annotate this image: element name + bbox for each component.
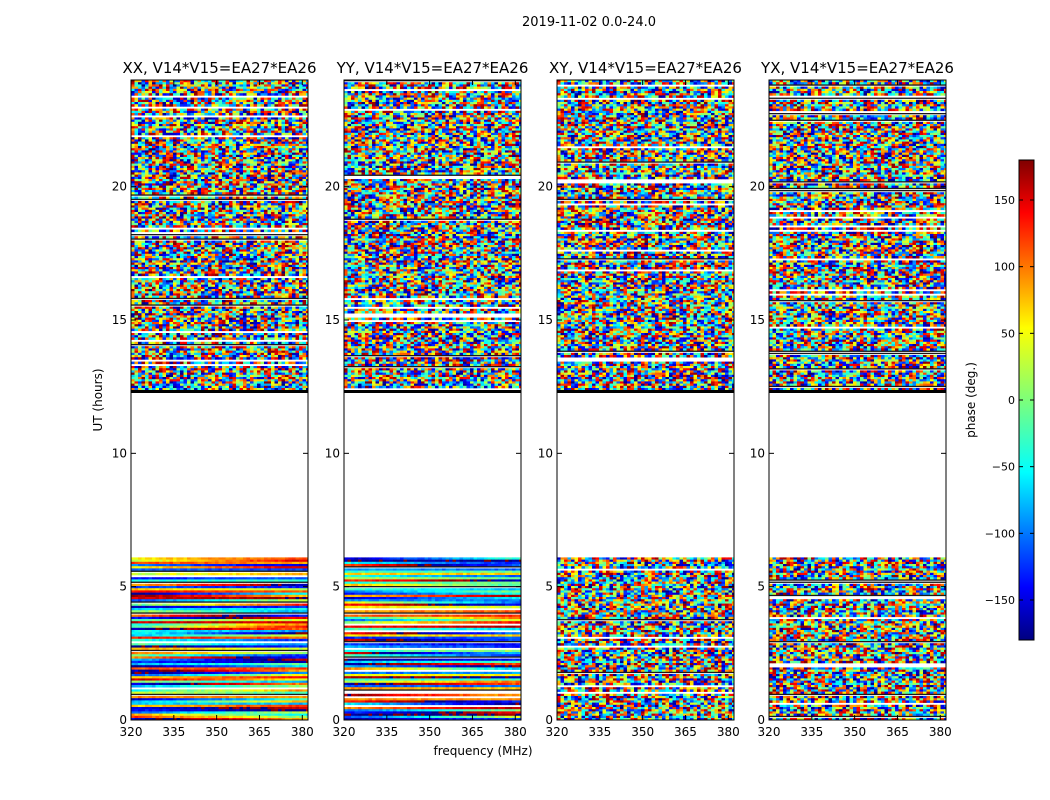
x-tick-label: 380	[929, 725, 952, 739]
x-tick-label: 350	[843, 725, 866, 739]
colorbar-tick-label: 0	[1008, 394, 1015, 407]
x-tick-label: 320	[120, 725, 143, 739]
x-tick-label: 320	[758, 725, 781, 739]
y-tick-label: 15	[750, 313, 765, 327]
colorbar-tick-label: 50	[1001, 327, 1015, 340]
phase-heatmap	[344, 80, 521, 720]
y-tick-label: 20	[112, 180, 127, 194]
phase-heatmap	[769, 80, 946, 720]
colorbar-tick-label: −50	[992, 461, 1015, 474]
x-tick-label: 380	[291, 725, 314, 739]
x-tick-label: 335	[800, 725, 823, 739]
y-tick-label: 20	[750, 180, 765, 194]
phase-heatmap	[557, 80, 734, 720]
x-tick-label: 365	[248, 725, 271, 739]
panel-title: YY, V14*V15=EA27*EA26	[336, 59, 529, 77]
y-tick-label: 15	[538, 313, 553, 327]
colorbar-tick-label: −150	[985, 594, 1015, 607]
x-tick-label: 320	[333, 725, 356, 739]
panel-title: XY, V14*V15=EA27*EA26	[549, 59, 742, 77]
panel-yy: YY, V14*V15=EA27*EA26 320 335 350 365 380 0 5 10…	[325, 59, 529, 739]
y-tick-label: 0	[757, 713, 765, 727]
x-axis-label: frequency (MHz)	[433, 744, 532, 758]
plot-frame	[343, 79, 522, 721]
y-tick-label: 10	[325, 446, 340, 460]
x-tick-label: 335	[162, 725, 185, 739]
y-tick-label: 5	[332, 580, 340, 594]
y-tick-label: 20	[538, 180, 553, 194]
phase-heatmap	[131, 80, 308, 720]
x-tick-label: 350	[205, 725, 228, 739]
y-tick-label: 5	[757, 580, 765, 594]
y-tick-label: 10	[538, 446, 553, 460]
y-tick-label: 10	[112, 446, 127, 460]
y-tick-label: 0	[332, 713, 340, 727]
plot-frame	[556, 79, 735, 721]
panel-title: YX, V14*V15=EA27*EA26	[760, 59, 954, 77]
y-tick-label: 20	[325, 180, 340, 194]
x-tick-label: 320	[546, 725, 569, 739]
panel-xx: XX, V14*V15=EA27*EA26 320 335 350 365 380 0 5 10…	[112, 59, 317, 739]
colorbar-label: phase (deg.)	[964, 362, 978, 438]
y-tick-label: 0	[119, 713, 127, 727]
y-tick-label: 10	[750, 446, 765, 460]
y-axis-label: UT (hours)	[91, 368, 105, 431]
colorbar-tick-label: −100	[985, 527, 1015, 540]
x-tick-label: 365	[461, 725, 484, 739]
x-tick-label: 365	[674, 725, 697, 739]
x-tick-label: 380	[504, 725, 527, 739]
y-tick-label: 5	[545, 580, 553, 594]
plot-frame	[130, 79, 309, 721]
panel-title: XX, V14*V15=EA27*EA26	[122, 59, 316, 77]
figure-suptitle: 2019-11-02 0.0-24.0	[522, 15, 656, 30]
y-tick-label: 5	[119, 580, 127, 594]
y-tick-label: 0	[545, 713, 553, 727]
y-tick-label: 15	[112, 313, 127, 327]
plot-frame	[768, 79, 947, 721]
panel-xy: XY, V14*V15=EA27*EA26 320 335 350 365 380 0 5 10…	[538, 59, 742, 739]
panel-yx: YX, V14*V15=EA27*EA26 320 335 350 365 380 0 5 10…	[750, 59, 954, 739]
x-tick-label: 335	[375, 725, 398, 739]
colorbar-gradient	[1019, 160, 1034, 640]
colorbar-tick-label: 100	[994, 261, 1015, 274]
x-tick-label: 350	[418, 725, 441, 739]
x-tick-label: 335	[588, 725, 611, 739]
y-tick-label: 15	[325, 313, 340, 327]
colorbar: 150 100 50 0 −50 −100 −150 phase (deg.)	[964, 159, 1035, 641]
x-tick-label: 365	[886, 725, 909, 739]
x-tick-label: 380	[717, 725, 740, 739]
colorbar-tick-label: 150	[994, 194, 1015, 207]
x-tick-label: 350	[631, 725, 654, 739]
